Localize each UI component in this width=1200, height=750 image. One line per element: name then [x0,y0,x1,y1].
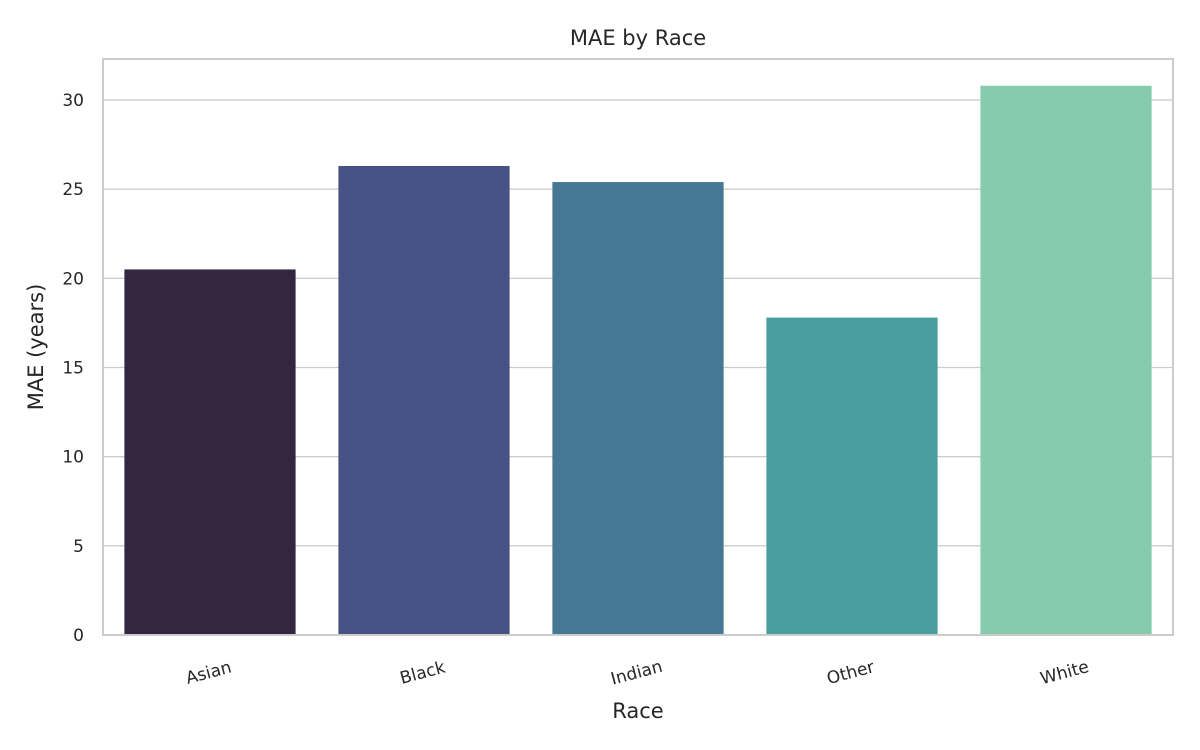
x-tick-label: Black [398,658,448,689]
x-tick-label: Indian [609,657,665,690]
x-axis-label: Race [612,699,663,723]
y-tick-label: 10 [62,448,84,468]
y-tick-label: 5 [73,537,84,557]
x-tick-label: Asian [184,658,234,689]
y-tick-label: 25 [62,180,84,200]
bar-black [338,165,510,636]
x-tick-labels: Asian Black Indian Other White [184,657,1091,690]
y-tick-label: 30 [62,91,84,111]
bars [124,85,1152,636]
y-tick-labels: 0 5 10 15 20 25 30 [62,91,84,646]
bar-indian [552,182,724,635]
chart-title: MAE by Race [570,26,706,50]
y-tick-label: 15 [62,359,84,379]
bar-other [766,317,938,635]
y-tick-label: 20 [62,269,84,289]
plot-frame [102,58,1174,636]
bar-asian [124,269,296,635]
x-tick-label: Other [825,657,877,689]
bar-white [980,85,1152,636]
y-tick-label: 0 [73,626,84,646]
y-axis-label: MAE (years) [24,284,48,411]
x-tick-label: White [1038,657,1091,689]
